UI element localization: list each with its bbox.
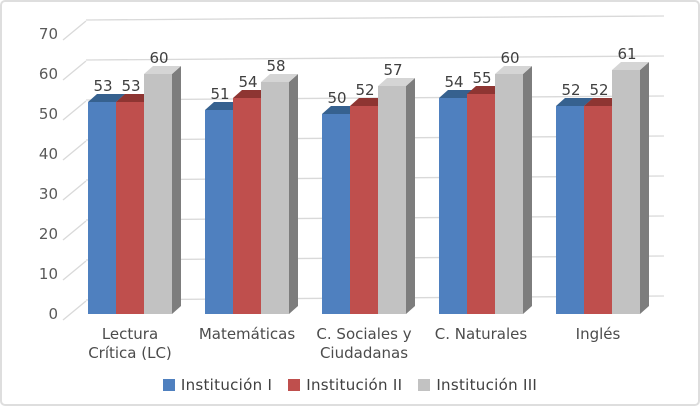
- y-axis-tick-label: 50: [39, 105, 58, 123]
- bar-value-label: 52: [589, 81, 608, 99]
- bar: [584, 106, 612, 314]
- x-axis-category-label: Lectura: [102, 325, 158, 343]
- axis-tick-mark: [62, 20, 87, 41]
- bar: [467, 94, 495, 314]
- x-axis-category-label: Inglés: [576, 325, 621, 343]
- gridline: [85, 55, 665, 61]
- bar-value-label: 55: [472, 69, 491, 87]
- bar-top-face: [467, 86, 504, 94]
- bar: [439, 98, 467, 314]
- bar-top-face: [88, 94, 125, 102]
- legend-label: Institución II: [306, 376, 403, 394]
- bar-top-face: [439, 90, 476, 98]
- bar-value-label: 58: [266, 57, 285, 75]
- bar: [322, 114, 350, 314]
- bar-side-face: [640, 62, 649, 314]
- bar-top-face: [495, 66, 532, 74]
- legend-label: Institución III: [436, 376, 538, 394]
- bar-top-face: [144, 66, 181, 74]
- x-axis-category-label: C. Sociales y: [316, 325, 411, 343]
- y-axis-tick-label: 30: [39, 185, 58, 203]
- bar-value-label: 52: [355, 81, 374, 99]
- bar: [233, 98, 261, 314]
- axis-tick-mark: [62, 180, 87, 201]
- bar-top-face: [261, 74, 298, 82]
- bar-value-label: 53: [121, 77, 140, 95]
- legend-label: Institución I: [180, 376, 273, 394]
- bar-side-face: [523, 66, 532, 314]
- axis-tick-mark: [62, 260, 87, 281]
- bar-value-label: 60: [500, 49, 519, 67]
- bar: [378, 86, 406, 314]
- bar-side-face: [289, 74, 298, 314]
- y-axis-tick-label: 0: [48, 305, 58, 323]
- axis-tick-mark: [62, 140, 87, 161]
- x-axis-category-label: Ciudadanas: [320, 344, 408, 362]
- bar: [205, 110, 233, 314]
- bar: [495, 74, 523, 314]
- gridline: [85, 15, 665, 21]
- bar-top-face: [322, 106, 359, 114]
- bar-value-label: 57: [383, 61, 402, 79]
- axis-tick-mark: [62, 300, 87, 321]
- bar-top-face: [205, 102, 242, 110]
- bar-side-face: [172, 66, 181, 314]
- bar-value-label: 51: [210, 85, 229, 103]
- bar-value-label: 52: [561, 81, 580, 99]
- bar: [612, 70, 640, 314]
- bar: [556, 106, 584, 314]
- legend-swatch-icon: [418, 379, 431, 391]
- bar: [144, 74, 172, 314]
- x-axis-category-label: Crítica (LC): [88, 344, 172, 362]
- axis-tick-mark: [62, 100, 87, 121]
- x-axis-category-label: C. Naturales: [435, 325, 528, 343]
- legend-item: Institución I: [162, 376, 273, 394]
- bar-top-face: [233, 90, 270, 98]
- y-axis-tick-label: 20: [39, 225, 58, 243]
- bar-top-face: [584, 98, 621, 106]
- bar-top-face: [350, 98, 387, 106]
- legend-item: Institución II: [288, 376, 402, 394]
- bar-value-label: 61: [617, 45, 636, 63]
- bar: [116, 102, 144, 314]
- bar: [261, 82, 289, 314]
- legend-item: Institución III: [418, 376, 537, 394]
- bar-top-face: [556, 98, 593, 106]
- legend-swatch-icon: [162, 379, 175, 391]
- axis-tick-mark: [62, 220, 87, 241]
- bar: [88, 102, 116, 314]
- x-axis-category-label: Matemáticas: [199, 325, 296, 343]
- bar: [350, 106, 378, 314]
- bar-top-face: [612, 62, 649, 70]
- y-axis-tick-label: 40: [39, 145, 58, 163]
- chart-legend: Institución I Institución II Institución I…: [2, 376, 698, 394]
- bar-value-label: 54: [444, 73, 463, 91]
- bar-side-face: [406, 78, 415, 314]
- bar-value-label: 60: [149, 49, 168, 67]
- y-axis-tick-label: 70: [39, 25, 58, 43]
- axis-tick-mark: [62, 60, 87, 81]
- y-axis-tick-label: 10: [39, 265, 58, 283]
- bar-top-face: [116, 94, 153, 102]
- bar-value-label: 53: [93, 77, 112, 95]
- legend-swatch-icon: [288, 379, 301, 391]
- bar-value-label: 50: [327, 89, 346, 107]
- bar-top-face: [378, 78, 415, 86]
- y-axis-tick-label: 60: [39, 65, 58, 83]
- bar-value-label: 54: [238, 73, 257, 91]
